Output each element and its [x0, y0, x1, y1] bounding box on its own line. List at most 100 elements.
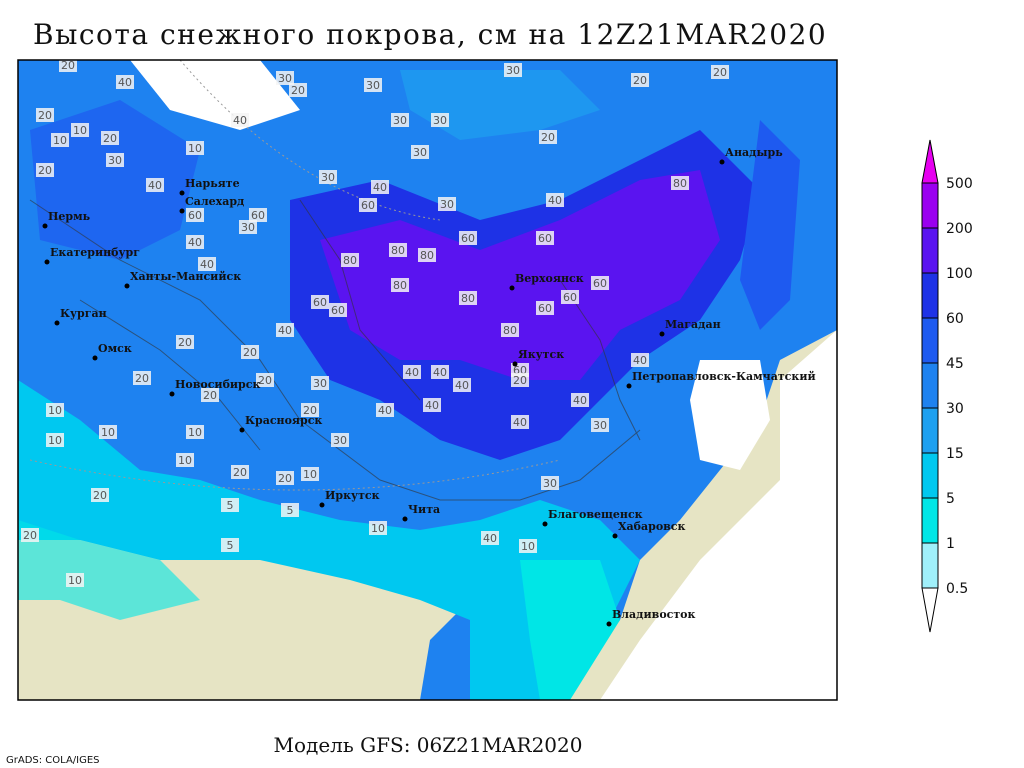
contour-label-box	[186, 425, 204, 439]
contour-label-box	[411, 145, 429, 159]
contour-label-box	[231, 113, 249, 127]
contour-label-box	[536, 231, 554, 245]
contour-label: 40	[378, 404, 392, 417]
city-dot	[124, 283, 130, 289]
city-dot	[54, 320, 60, 326]
contour-label-box	[301, 467, 319, 481]
city-label: Верхоянск	[515, 272, 584, 285]
contour-label-box	[536, 301, 554, 315]
contour-label-box	[329, 303, 347, 317]
contour-label-box	[418, 248, 436, 262]
contour-label-box	[276, 71, 294, 85]
contour-label: 20	[291, 84, 305, 97]
contour-label: 10	[48, 404, 62, 417]
contour-label-box	[176, 335, 194, 349]
contour-label: 20	[243, 346, 257, 359]
contour-label: 10	[303, 468, 317, 481]
contour-label: 20	[38, 109, 52, 122]
legend-swatch	[921, 542, 939, 589]
contour-label-box	[91, 488, 109, 502]
contour-label: 10	[188, 142, 202, 155]
contour-label-box	[249, 208, 267, 222]
contour-label-box	[51, 133, 69, 147]
legend-label: 0.5	[946, 581, 968, 597]
contour-label-box	[66, 573, 84, 587]
contour-label: 40	[278, 324, 292, 337]
contour-label: 40	[433, 366, 447, 379]
contour-label: 60	[188, 209, 202, 222]
legend-label: 5	[946, 491, 955, 507]
contour-label: 40	[548, 194, 562, 207]
city-dot	[402, 516, 408, 522]
legend-label: 30	[946, 401, 964, 417]
contour-label-box	[311, 376, 329, 390]
legend-label: 60	[946, 311, 964, 327]
contour-label: 30	[313, 377, 327, 390]
contour-label: 40	[188, 236, 202, 249]
contour-label: 60	[538, 302, 552, 315]
contour-label: 40	[633, 354, 647, 367]
city-dot	[659, 331, 665, 337]
contour-label-box	[331, 433, 349, 447]
contour-label: 40	[573, 394, 587, 407]
city-label: Магадан	[665, 318, 721, 331]
city-label: Новосибирск	[175, 378, 260, 391]
contour-label: 20	[38, 164, 52, 177]
contour-label: 30	[543, 477, 557, 490]
city-label: Иркутск	[325, 489, 380, 502]
contour-label: 10	[521, 540, 535, 553]
city-dot	[542, 521, 548, 527]
contour-label-box	[591, 276, 609, 290]
contour-label: 30	[393, 114, 407, 127]
contour-label: 20	[513, 374, 527, 387]
contour-label: 80	[503, 324, 517, 337]
contour-label-box	[311, 295, 329, 309]
contour-label-box	[369, 521, 387, 535]
contour-label-box	[289, 83, 307, 97]
contour-label: 10	[188, 426, 202, 439]
contour-label-box	[371, 180, 389, 194]
contour-label: 40	[118, 76, 132, 89]
city-dot	[42, 223, 48, 229]
contour-label-box	[36, 108, 54, 122]
contour-label-box	[146, 178, 164, 192]
contour-label-box	[459, 231, 477, 245]
city-label: Ханты-Мансийск	[130, 270, 241, 283]
city-label: Нарьяте	[185, 177, 240, 190]
contour-label: 20	[103, 132, 117, 145]
contour-label-box	[511, 373, 529, 387]
contour-label: 10	[53, 134, 67, 147]
contour-label-box	[501, 323, 519, 337]
contour-label-box	[423, 398, 441, 412]
city-dot	[509, 285, 515, 291]
city-label: Екатеринбург	[50, 246, 140, 259]
contour-label: 20	[713, 66, 727, 79]
contour-label-box	[221, 498, 239, 512]
city-label: Пермь	[48, 210, 91, 223]
contour-label-box	[301, 403, 319, 417]
contour-label-box	[389, 243, 407, 257]
legend-swatch	[921, 407, 939, 454]
legend-swatch	[921, 139, 939, 184]
city-dot	[179, 190, 185, 196]
contour-label-box	[186, 208, 204, 222]
city-dot	[626, 383, 632, 389]
contour-label-box	[21, 528, 39, 542]
city-label: Омск	[98, 342, 132, 355]
city-label: Якутск	[518, 348, 564, 361]
legend-label: 200	[946, 221, 973, 237]
contour-label: 40	[483, 532, 497, 545]
contour-label-box	[231, 465, 249, 479]
city-dot	[239, 427, 245, 433]
city-label: Салехард	[185, 195, 244, 208]
contour-label-box	[504, 63, 522, 77]
contour-label-box	[276, 471, 294, 485]
contour-label: 60	[361, 199, 375, 212]
contour-label: 20	[61, 59, 75, 72]
contour-label-box	[391, 278, 409, 292]
contour-label-box	[186, 235, 204, 249]
contour-label: 60	[538, 232, 552, 245]
contour-label-box	[459, 291, 477, 305]
